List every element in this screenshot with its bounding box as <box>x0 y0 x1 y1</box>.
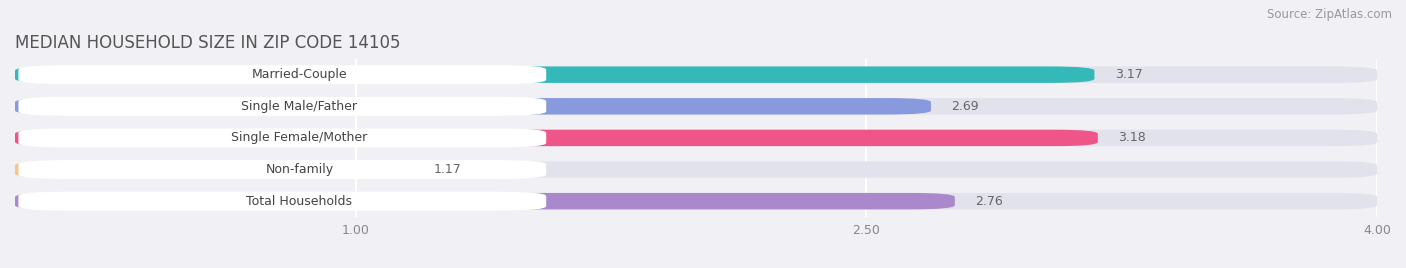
FancyBboxPatch shape <box>15 161 1376 178</box>
Text: 2.69: 2.69 <box>952 100 979 113</box>
FancyBboxPatch shape <box>18 65 546 84</box>
Text: Non-family: Non-family <box>266 163 333 176</box>
Text: MEDIAN HOUSEHOLD SIZE IN ZIP CODE 14105: MEDIAN HOUSEHOLD SIZE IN ZIP CODE 14105 <box>15 34 401 52</box>
Text: 1.17: 1.17 <box>434 163 461 176</box>
Text: 3.17: 3.17 <box>1115 68 1143 81</box>
FancyBboxPatch shape <box>15 193 1376 209</box>
FancyBboxPatch shape <box>15 193 955 209</box>
FancyBboxPatch shape <box>18 97 546 116</box>
FancyBboxPatch shape <box>15 161 413 178</box>
Text: Source: ZipAtlas.com: Source: ZipAtlas.com <box>1267 8 1392 21</box>
FancyBboxPatch shape <box>15 98 1376 114</box>
FancyBboxPatch shape <box>18 192 546 211</box>
FancyBboxPatch shape <box>18 160 546 179</box>
Text: 2.76: 2.76 <box>976 195 1002 208</box>
FancyBboxPatch shape <box>18 128 546 147</box>
FancyBboxPatch shape <box>15 98 931 114</box>
FancyBboxPatch shape <box>15 130 1098 146</box>
FancyBboxPatch shape <box>15 66 1094 83</box>
FancyBboxPatch shape <box>15 130 1376 146</box>
Text: Married-Couple: Married-Couple <box>252 68 347 81</box>
FancyBboxPatch shape <box>15 66 1376 83</box>
Text: Total Households: Total Households <box>246 195 353 208</box>
Text: Single Male/Father: Single Male/Father <box>242 100 357 113</box>
Text: 3.18: 3.18 <box>1118 131 1146 144</box>
Text: Single Female/Mother: Single Female/Mother <box>231 131 367 144</box>
